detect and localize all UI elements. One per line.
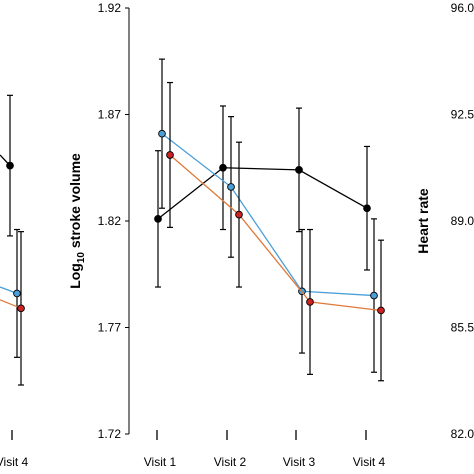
data-point xyxy=(363,204,371,213)
y-tick-label: 1.82 xyxy=(98,214,122,228)
data-point xyxy=(295,166,303,174)
right-y-tick-label: 92.5 xyxy=(451,108,474,122)
series-line xyxy=(161,133,375,297)
right-y-axis-title: Heart rate xyxy=(415,188,431,254)
x-tick-label: Visit 1 xyxy=(144,455,177,469)
y-tick-label: 1.77 xyxy=(98,321,122,335)
data-point xyxy=(219,163,227,172)
data-point xyxy=(154,215,162,223)
left-data-point xyxy=(6,161,14,170)
left-data-point xyxy=(17,304,25,313)
right-y-tick-label: 82.0 xyxy=(451,427,474,441)
series-line xyxy=(157,167,368,220)
data-point xyxy=(158,129,166,138)
middle-panel: Log10 stroke volume 1.92 1.87 1.82 1.77 1.72… xyxy=(67,1,386,469)
data-point xyxy=(306,298,314,306)
data-point xyxy=(370,291,378,300)
left-panel: Visit 4 xyxy=(0,94,29,469)
left-data-point xyxy=(13,289,21,298)
series-line xyxy=(169,154,382,312)
left-x-tick-label: Visit 4 xyxy=(0,455,29,469)
y-tick-label: 1.72 xyxy=(98,427,122,441)
right-y-tick-label: 89.0 xyxy=(451,214,474,228)
right-y-tick-label: 96.0 xyxy=(451,1,474,15)
right-panel: Heart rate 96.0 92.5 89.0 85.5 82.0 xyxy=(415,1,474,441)
x-tick-label: Visit 4 xyxy=(353,455,386,469)
x-tick-label: Visit 3 xyxy=(283,455,316,469)
y-tick-label: 1.92 xyxy=(98,1,122,15)
data-point xyxy=(166,151,174,159)
data-point xyxy=(235,210,243,219)
data-point xyxy=(377,306,385,315)
y-tick-label: 1.87 xyxy=(98,108,122,122)
x-tick-label: Visit 2 xyxy=(214,455,247,469)
right-y-tick-label: 85.5 xyxy=(451,321,474,335)
data-point xyxy=(227,183,235,191)
y-axis-title: Log10 stroke volume xyxy=(67,153,87,289)
